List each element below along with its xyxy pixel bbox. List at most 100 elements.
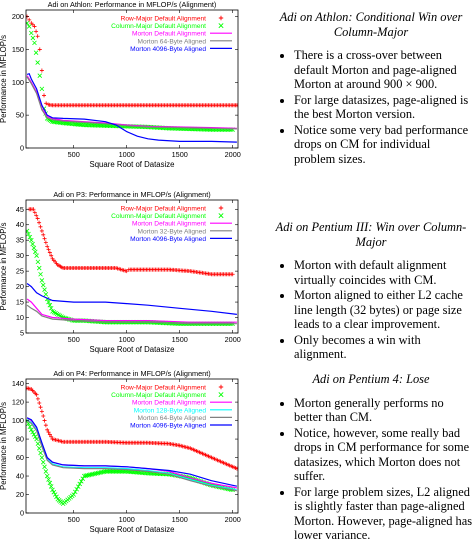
x-tick-label: 1500	[172, 515, 188, 524]
data-point	[54, 494, 59, 500]
data-point	[29, 237, 34, 243]
legend-label: Morton 4096-Byte Aligned	[130, 236, 206, 243]
legend-label: Morton 4096-Byte Aligned	[130, 423, 206, 430]
y-tick-label: 5	[20, 329, 24, 338]
legend-label: Morton Default Alignment	[132, 400, 206, 407]
data-point	[75, 484, 81, 489]
data-point	[31, 432, 37, 437]
data-point	[34, 29, 39, 34]
note-bullet: There is a cross-over between default Mo…	[294, 48, 474, 92]
data-point	[38, 224, 43, 229]
series-line	[26, 72, 237, 143]
legend-label: Morton 128-Byte Aligned	[134, 407, 207, 414]
y-tick-label: 50	[16, 111, 24, 120]
y-tick-label: 100	[12, 78, 24, 87]
data-point	[48, 305, 54, 311]
series-line	[26, 283, 237, 315]
note-bullet: Notice some very bad performance drops o…	[294, 123, 474, 167]
note-title: Adi on Athlon: Conditional Win over Colu…	[279, 10, 463, 39]
y-axis-label: Performance in MFLOP/s	[0, 402, 8, 490]
note-bullets: There is a cross-over between default Mo…	[268, 48, 474, 166]
data-point	[39, 228, 44, 233]
data-point	[30, 429, 35, 435]
data-point	[26, 228, 30, 234]
data-point	[42, 418, 47, 423]
series-5	[26, 72, 237, 143]
chart-title: Adi on Athlon: Performance in MFLOP/s (A…	[48, 0, 217, 9]
data-point	[47, 250, 52, 255]
series-1	[26, 14, 238, 108]
data-point	[35, 34, 40, 39]
data-point	[32, 249, 38, 255]
data-point	[49, 434, 54, 439]
y-tick-label: 60	[16, 453, 24, 462]
legend-label: Row-Major Default Alignment	[121, 16, 207, 23]
series-5	[26, 283, 237, 315]
legend-label: Morton 4096-Byte Aligned	[130, 46, 206, 53]
data-point	[41, 232, 46, 237]
y-tick-label: 0	[20, 144, 24, 153]
plot-frame	[25, 9, 239, 149]
data-point	[29, 427, 34, 433]
data-point	[39, 278, 45, 283]
data-point	[37, 47, 42, 52]
data-point	[74, 486, 80, 492]
data-point	[37, 73, 43, 78]
data-point	[32, 24, 37, 29]
data-point	[27, 424, 33, 430]
y-tick-label: 100	[12, 416, 24, 425]
y-tick-label: 40	[16, 472, 24, 481]
x-tick-label: 1500	[172, 150, 188, 159]
note-athlon: Adi on Athlon: Conditional Win over Colu…	[268, 10, 474, 167]
legend-swatch	[218, 23, 224, 29]
series-line	[26, 76, 237, 130]
data-point	[78, 479, 84, 484]
data-point	[35, 259, 41, 265]
data-point	[77, 481, 83, 487]
data-point	[34, 392, 39, 397]
series-line	[26, 304, 237, 325]
legend-label: Column-Major Default Alignment	[111, 392, 206, 399]
series-line	[26, 298, 237, 323]
data-point	[46, 477, 51, 482]
series-2	[26, 228, 235, 327]
legend-label: Morton Default Alignment	[132, 31, 206, 38]
y-tick-label: 80	[16, 435, 24, 444]
legend-label: Column-Major Default Alignment	[111, 213, 206, 220]
legend-swatch	[218, 392, 224, 398]
x-tick-label: 500	[68, 335, 80, 344]
y-tick-label: 45	[16, 205, 24, 214]
y-tick-label: 35	[16, 236, 24, 245]
data-point	[124, 269, 129, 274]
x-axis-label: Square Root of Datasize	[90, 525, 175, 534]
legend-label: Morton 32-Byte Aligned	[137, 228, 206, 235]
y-tick-label: 20	[16, 490, 24, 499]
data-point	[52, 492, 58, 497]
plot-frame	[25, 378, 239, 514]
series-4	[26, 304, 237, 325]
data-point	[49, 253, 54, 258]
series-6	[26, 417, 238, 487]
data-point	[42, 236, 47, 241]
x-tick-label: 2000	[225, 335, 241, 344]
data-point	[45, 427, 50, 432]
data-point	[45, 244, 50, 249]
series-4	[26, 76, 237, 130]
legend-label: Morton 64-Byte Aligned	[137, 415, 206, 422]
data-point	[27, 234, 33, 240]
data-point	[42, 464, 47, 470]
data-point	[47, 432, 52, 437]
data-point	[32, 210, 37, 215]
x-tick-label: 500	[68, 515, 80, 524]
note-bullet: Morton aligned to either L2 cache line l…	[294, 288, 474, 332]
legend-label: Morton Default Alignment	[132, 221, 206, 228]
data-point	[35, 216, 40, 221]
series-line	[26, 420, 238, 492]
data-point	[41, 413, 46, 418]
chart-panel-3: Adi on P4: Performance in MFLOP/s (Align…	[0, 369, 241, 534]
data-point	[36, 265, 42, 271]
y-tick-label: 40	[16, 220, 24, 229]
y-axis-label: Performance in MFLOP/s	[0, 222, 8, 310]
data-point	[34, 213, 39, 218]
